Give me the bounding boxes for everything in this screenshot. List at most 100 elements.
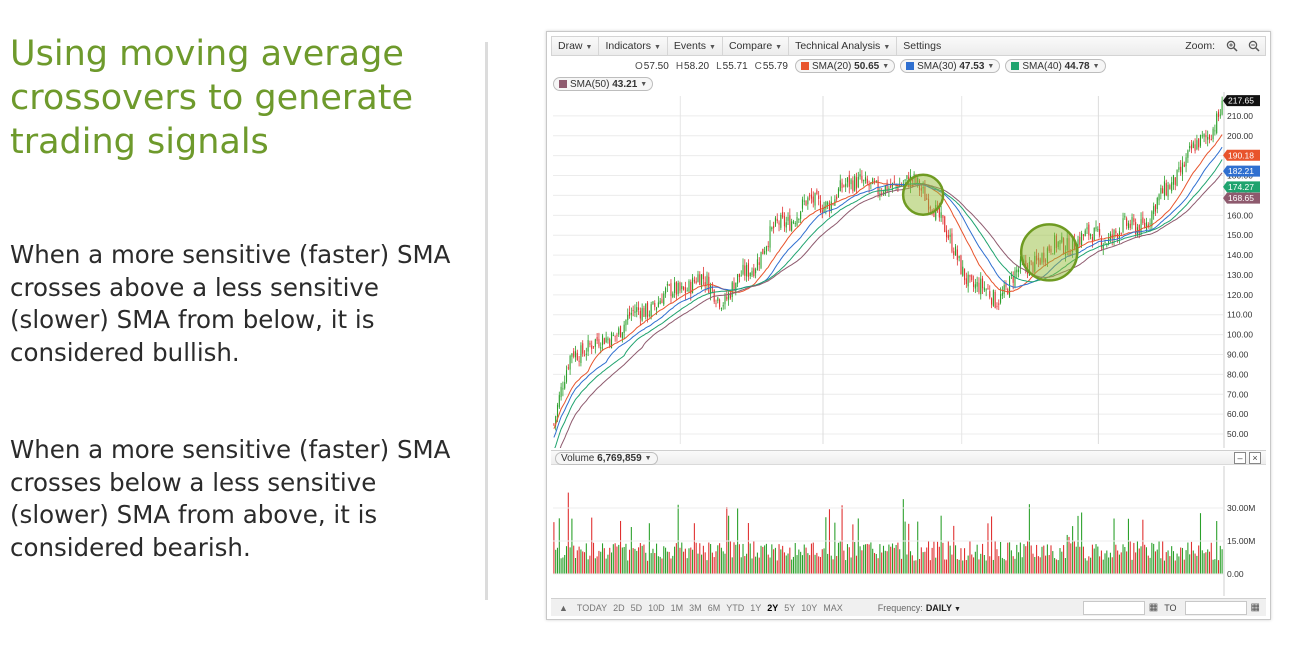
candle [1162,185,1164,194]
volume-bar [879,544,881,574]
range-button-10y[interactable]: 10Y [801,602,818,613]
candle [659,297,661,305]
volume-bar [897,542,899,574]
to-label: TO [1164,602,1177,613]
candle [711,282,713,294]
volume-bar [1194,553,1196,574]
candle [699,271,701,286]
volume-bar [958,559,960,574]
volume-bar [562,557,564,574]
range-button-max[interactable]: MAX [823,602,843,613]
minimize-panel-button[interactable]: – [1234,452,1246,464]
candle [962,260,964,277]
volume-chart[interactable]: 30.00M 15.00M 0.00 [551,466,1266,596]
volume-bar [773,549,775,574]
volume-bar [906,554,908,574]
candle [1203,133,1205,143]
candle [1176,169,1178,187]
candle [879,187,881,201]
toolbar-events-menu[interactable]: Events ▼ [668,37,723,55]
volume-bar [713,557,715,574]
volume-bar [710,544,712,574]
last-price-tag-shape [1223,192,1260,204]
range-button-ytd[interactable]: YTD [726,602,745,613]
volume-bar [1048,555,1050,574]
toolbar-compare-menu[interactable]: Compare ▼ [723,37,790,55]
close-panel-button[interactable]: × [1249,452,1261,464]
candle [886,179,888,193]
volume-bar [780,549,782,574]
volume-bar [782,545,784,574]
volume-bar [980,553,982,574]
volume-bar [756,552,758,574]
bullish-crossover-marker [1019,223,1079,282]
volume-bar [938,546,940,574]
candle [747,259,749,281]
toolbar-technical-analysis-menu[interactable]: Technical Analysis ▼ [789,37,898,55]
volume-bar [614,543,616,574]
volume-bar [1097,546,1099,574]
range-button-3m[interactable]: 3M [689,602,702,613]
start-date-input[interactable] [1082,600,1145,615]
volume-bar [964,548,966,574]
range-button-1y[interactable]: 1Y [750,602,762,613]
volume-bar [960,548,962,574]
volume-bar [1070,543,1072,574]
range-button-1m[interactable]: 1M [670,602,684,613]
range-button-10d[interactable]: 10D [648,602,665,613]
candle [749,272,751,280]
candle [654,300,656,311]
volume-bar [877,558,879,574]
collapse-arrow-icon[interactable]: ▲ [559,602,568,613]
sma40-pill[interactable]: SMA(40) 44.78 ▼ [1005,59,1106,73]
range-button-5d[interactable]: 5D [630,602,643,613]
price-chart[interactable]: 210.00200.00190.00180.00170.00160.00150.… [551,92,1266,448]
volume-bar [884,550,886,574]
candle [1088,221,1090,241]
zoom-out-button[interactable] [1243,37,1265,55]
sma50-pill[interactable]: SMA(50) 43.21 ▼ [553,77,654,91]
volume-bar [1217,560,1220,574]
volume-bar [1199,513,1202,574]
calendar-icon[interactable]: ▦ [1148,602,1159,613]
volume-bar [809,555,811,574]
range-button-2y[interactable]: 2Y [767,602,779,613]
calendar-icon[interactable]: ▦ [1250,602,1260,613]
volume-bar [731,557,733,574]
volume-bar [729,541,731,574]
volume-bar [711,552,713,574]
candle [837,187,840,199]
volume-pill[interactable]: Volume 6,769,859 ▼ [555,452,658,465]
toolbar-indicators-menu[interactable]: Indicators ▼ [599,37,668,55]
range-button-5y[interactable]: 5Y [784,602,796,613]
volume-bar [1028,504,1030,574]
candle [1082,233,1084,241]
volume-bar [1147,555,1149,574]
candle [863,179,865,187]
sma20-pill[interactable]: SMA(20) 50.65 ▼ [794,59,896,73]
end-date-input[interactable] [1184,600,1247,615]
toolbar-draw-menu[interactable]: Draw ▼ [552,37,600,55]
volume-bar [920,547,922,574]
candle [634,304,636,317]
sma30-pill[interactable]: SMA(30) 47.53 ▼ [900,59,1001,73]
volume-bar [834,522,836,574]
candle [1129,219,1131,231]
volume-bar [789,547,791,574]
candle [991,297,993,309]
range-button-6m[interactable]: 6M [707,602,721,613]
zoom-in-button[interactable] [1221,37,1243,55]
volume-bar [1075,546,1077,574]
range-button-today[interactable]: TODAY [576,602,608,613]
chart-toolbar: Draw ▼ Indicators ▼ Events ▼ Compare ▼ Techn… [551,36,1266,56]
volume-bar [1016,544,1018,574]
candle [629,305,631,319]
volume-bar [1043,545,1045,574]
range-button-2d[interactable]: 2D [613,602,625,613]
candle [1133,214,1135,226]
candle [762,248,764,255]
toolbar-settings-button[interactable]: Settings [903,40,942,52]
frequency-select[interactable]: DAILY ▼ [925,602,961,613]
volume-bar [1079,546,1081,574]
volume-bar [1012,556,1014,574]
